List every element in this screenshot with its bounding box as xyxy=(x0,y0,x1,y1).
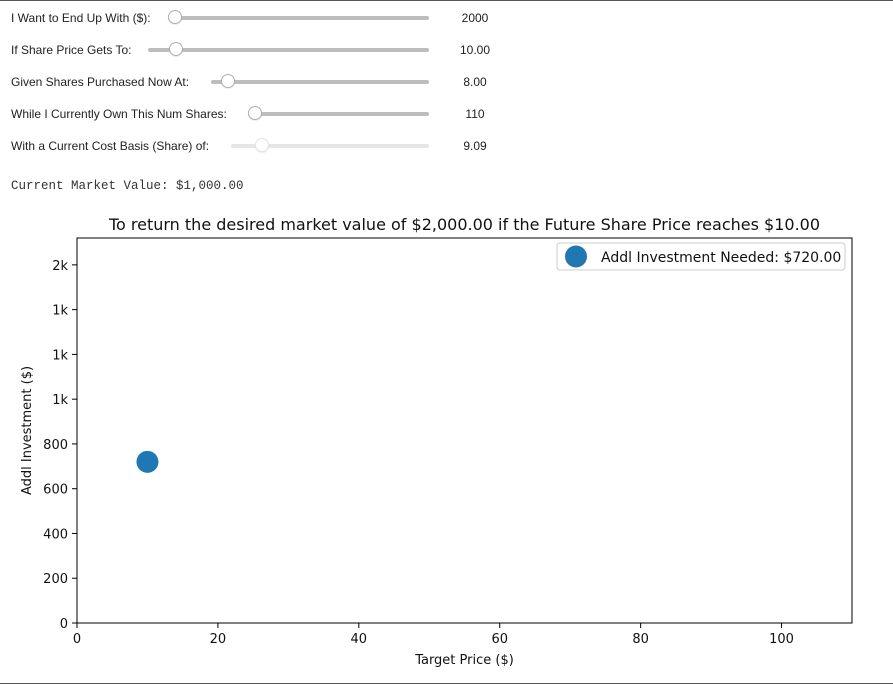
data-point xyxy=(136,450,159,473)
slider-handle[interactable] xyxy=(169,42,183,56)
y-tick-label: 800 xyxy=(43,438,68,453)
slider-value: 10.00 xyxy=(459,43,491,57)
slider-row: While I Currently Own This Num Shares: 11… xyxy=(0,104,520,124)
slider-value: 110 xyxy=(465,107,485,121)
y-tick-label: 1k xyxy=(52,304,68,319)
x-tick-label: 80 xyxy=(632,632,649,647)
plot-frame xyxy=(76,237,853,624)
x-tick-label: 40 xyxy=(351,632,368,647)
slider-row: Given Shares Purchased Now At: 8.00 xyxy=(0,72,520,92)
slider-label: If Share Price Gets To: xyxy=(11,43,132,57)
slider-handle[interactable] xyxy=(221,74,235,88)
x-tick-label: 100 xyxy=(769,632,794,647)
y-tick-label: 0 xyxy=(60,617,68,632)
legend-box xyxy=(556,242,846,271)
y-tick-label: 600 xyxy=(43,483,68,498)
slider-handle[interactable] xyxy=(248,106,262,120)
slider-label: With a Current Cost Basis (Share) of: xyxy=(11,139,210,153)
x-axis-label: Target Price ($) xyxy=(414,653,514,668)
slider-track[interactable] xyxy=(168,16,429,20)
slider-row: If Share Price Gets To: 10.00 xyxy=(0,40,520,60)
y-tick-label: 400 xyxy=(43,527,68,542)
slider-track xyxy=(231,144,429,148)
y-axis-label: Addl Investment ($) xyxy=(20,366,35,495)
legend-marker xyxy=(565,245,587,268)
y-tick-label: 200 xyxy=(43,572,68,587)
y-tick-label: 2k xyxy=(52,259,68,274)
slider-label: While I Currently Own This Num Shares: xyxy=(11,107,227,121)
slider-track[interactable] xyxy=(148,48,429,52)
slider-track[interactable] xyxy=(248,112,429,116)
slider-label: Given Shares Purchased Now At: xyxy=(11,75,190,89)
slider-value: 9.09 xyxy=(463,139,487,153)
slider-handle xyxy=(255,138,269,152)
y-tick-label: 1k xyxy=(52,393,68,408)
x-tick-label: 0 xyxy=(73,632,81,647)
x-tick-label: 20 xyxy=(210,632,227,647)
slider-label: I Want to End Up With ($): xyxy=(11,11,151,25)
slider-row: With a Current Cost Basis (Share) of: 9.0… xyxy=(0,136,520,156)
slider-value: 8.00 xyxy=(463,75,487,89)
slider-handle[interactable] xyxy=(168,10,182,24)
slider-row: I Want to End Up With ($): 2000 xyxy=(0,8,520,28)
legend-label: Addl Investment Needed: $720.00 xyxy=(601,250,841,266)
slider-track[interactable] xyxy=(211,80,429,84)
current-market-value: Current Market Value: $1,000.00 xyxy=(11,179,244,193)
x-tick-label: 60 xyxy=(491,632,508,647)
top-border xyxy=(0,0,893,1)
slider-value: 2000 xyxy=(461,11,489,25)
y-tick-label: 1k xyxy=(52,348,68,363)
chart-title: To return the desired market value of $2… xyxy=(108,215,820,234)
